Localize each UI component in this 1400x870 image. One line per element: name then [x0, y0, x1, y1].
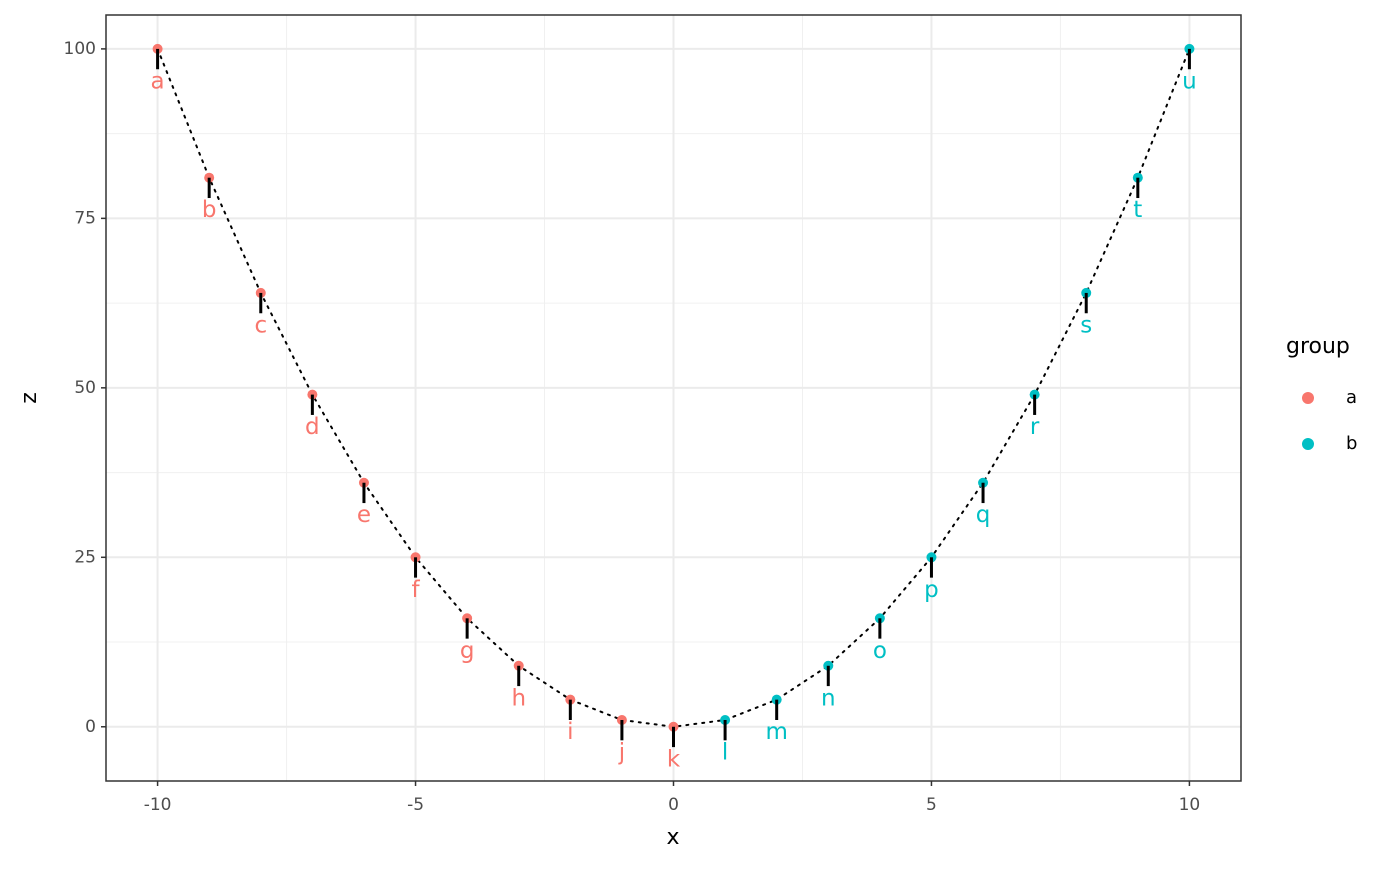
- point-label: d: [305, 414, 320, 440]
- point-label: b: [202, 197, 217, 223]
- point-label: m: [765, 719, 787, 745]
- point-label: s: [1080, 312, 1092, 338]
- point-label: h: [511, 685, 526, 711]
- point-label: g: [460, 638, 475, 664]
- legend-label: a: [1346, 387, 1357, 408]
- y-axis-title: z: [17, 392, 42, 404]
- point-label: k: [667, 746, 681, 772]
- point-label: q: [976, 502, 991, 528]
- x-tick-label: -5: [407, 795, 424, 815]
- y-tick-label: 0: [85, 717, 96, 737]
- x-tick-label: -10: [144, 795, 172, 815]
- point-label: n: [821, 685, 836, 711]
- x-axis-title: x: [666, 825, 679, 850]
- x-tick-label: 10: [1179, 795, 1201, 815]
- y-tick-label: 25: [74, 547, 96, 567]
- y-tick-label: 100: [64, 39, 96, 59]
- point-label: l: [722, 739, 728, 765]
- curve: [156, 47, 1191, 728]
- legend-title: group: [1286, 334, 1350, 359]
- legend-key: [1302, 438, 1314, 450]
- y-tick-label: 50: [74, 378, 96, 398]
- point-label: r: [1030, 414, 1040, 440]
- point-label: o: [873, 638, 887, 664]
- point-label: a: [151, 68, 165, 94]
- point-label: u: [1182, 68, 1197, 94]
- point-label: e: [357, 502, 371, 528]
- point-label: t: [1133, 197, 1142, 223]
- point-label: p: [924, 577, 939, 603]
- point-label: c: [254, 312, 267, 338]
- x-tick-label: 0: [668, 795, 679, 815]
- point-label: f: [411, 577, 420, 603]
- legend-key: [1302, 392, 1314, 404]
- x-tick-label: 5: [926, 795, 937, 815]
- y-tick-label: 75: [74, 208, 96, 228]
- point-label: j: [618, 739, 625, 765]
- plot-border: [105, 14, 1242, 782]
- point-label: i: [567, 719, 573, 745]
- legend-label: b: [1346, 433, 1357, 454]
